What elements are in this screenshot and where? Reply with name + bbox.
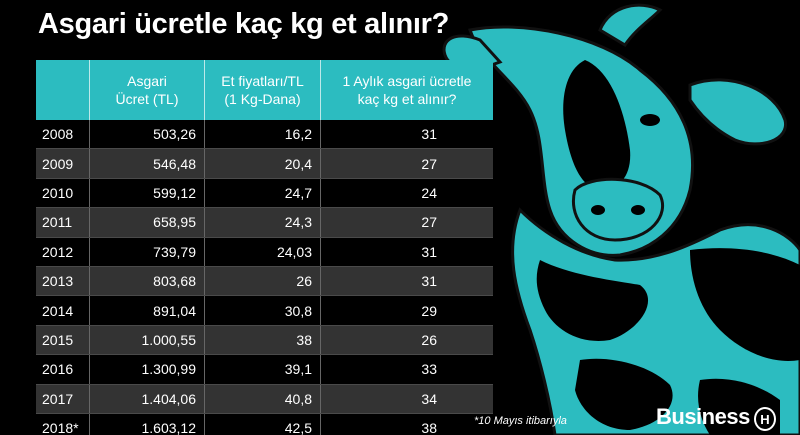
table-row: 2013 803,68 26 31 [36, 266, 493, 297]
cell-min-wage: 658,95 [90, 208, 205, 237]
cell-min-wage: 739,79 [90, 237, 205, 266]
brand-logo-text: Business [656, 404, 750, 429]
header-kg-meat-label: 1 Aylık asgari ücretle kaç kg et alınır? [342, 73, 472, 107]
cell-year: 2012 [36, 237, 90, 266]
cell-min-wage: 599,12 [90, 178, 205, 208]
cell-min-wage: 803,68 [90, 266, 205, 296]
cell-meat-price: 16,2 [205, 120, 321, 149]
header-min-wage-label: Asgari Ücret (TL) [115, 73, 179, 107]
table-row: 2009 546,48 20,4 27 [36, 149, 493, 179]
cell-year: 2017 [36, 384, 90, 413]
cell-year: 2018* [36, 413, 90, 435]
cell-meat-price: 26 [205, 266, 321, 296]
cell-kg-meat: 31 [421, 126, 437, 143]
cell-kg-meat: 26 [421, 331, 437, 348]
cell-min-wage: 1.603,12 [90, 413, 205, 435]
table-row: 2016 1.300,99 39,1 33 [36, 355, 493, 385]
cow-body-patch [536, 260, 649, 341]
cow-face-patch [563, 60, 631, 190]
data-table: Asgari Ücret (TL) Et fiyatları/TL (1 Kg-Da… [36, 60, 493, 435]
cell-kg-meat: 27 [421, 214, 437, 231]
cell-meat-price: 24,7 [205, 178, 321, 208]
cell-meat-price: 24,03 [205, 237, 321, 266]
cow-body-patch [575, 358, 673, 430]
cow-nostril-right [631, 205, 645, 215]
cell-meat-price: 24,3 [205, 208, 321, 237]
table-row: 2017 1.404,06 40,8 34 [36, 384, 493, 414]
cell-meat-price: 40,8 [205, 384, 321, 413]
cell-year: 2010 [36, 178, 90, 208]
cell-kg-meat: 34 [421, 390, 437, 407]
cow-nostril-left [591, 205, 605, 215]
header-meat-price-label: Et fiyatları/TL (1 Kg-Dana) [221, 73, 304, 107]
table-row: 2011 658,95 24,3 27 [36, 208, 493, 238]
cow-eye [640, 114, 660, 126]
cell-min-wage: 503,26 [90, 120, 205, 149]
cell-meat-price: 30,8 [205, 296, 321, 325]
cell-year: 2008 [36, 120, 90, 149]
cell-year: 2015 [36, 325, 90, 355]
table-row: 2012 739,79 24,03 31 [36, 237, 493, 267]
cell-kg-meat: 29 [421, 302, 437, 319]
cell-kg-meat: 38 [421, 420, 437, 435]
cow-muzzle [572, 177, 665, 242]
footnote: *10 Mayıs itibarıyla [474, 415, 567, 427]
cow-ear-right [688, 78, 787, 146]
cell-meat-price: 39,1 [205, 355, 321, 384]
cell-year: 2016 [36, 355, 90, 384]
table-header: Asgari Ücret (TL) Et fiyatları/TL (1 Kg-Da… [36, 60, 493, 120]
cell-min-wage: 546,48 [90, 149, 205, 178]
table-row: 2010 599,12 24,7 24 [36, 178, 493, 209]
cell-min-wage: 1.000,55 [90, 325, 205, 355]
table-row: 2015 1.000,55 38 26 [36, 325, 493, 356]
cell-year: 2013 [36, 266, 90, 296]
cell-kg-meat: 31 [421, 273, 437, 290]
cell-kg-meat: 27 [421, 155, 437, 172]
brand-logo-icon: H [754, 407, 776, 431]
cell-kg-meat: 33 [421, 361, 437, 378]
cow-horn [598, 3, 663, 48]
cow-body-patch [690, 248, 800, 361]
cell-min-wage: 891,04 [90, 296, 205, 325]
table-row: 2014 891,04 30,8 29 [36, 296, 493, 326]
cell-min-wage: 1.404,06 [90, 384, 205, 413]
header-min-wage: Asgari Ücret (TL) [90, 60, 205, 120]
cell-meat-price: 42,5 [205, 413, 321, 435]
cell-kg-meat: 31 [421, 243, 437, 260]
cell-min-wage: 1.300,99 [90, 355, 205, 384]
table-row: 2018* 1.603,12 42,5 38 [36, 413, 493, 435]
header-kg-meat: 1 Aylık asgari ücretle kaç kg et alınır? [321, 60, 493, 120]
table-body: 2008 503,26 16,2 31 2009 546,48 20,4 27 2010 599,… [36, 120, 493, 435]
header-year [36, 60, 90, 120]
table-row: 2008 503,26 16,2 31 [36, 120, 493, 150]
cell-year: 2009 [36, 149, 90, 178]
cell-meat-price: 38 [205, 325, 321, 355]
cell-meat-price: 20,4 [205, 149, 321, 178]
page-title: Asgari ücretle kaç kg et alınır? [38, 8, 450, 40]
cell-kg-meat: 24 [421, 184, 437, 201]
cell-year: 2014 [36, 296, 90, 325]
cell-year: 2011 [36, 208, 90, 237]
header-meat-price: Et fiyatları/TL (1 Kg-Dana) [205, 60, 321, 120]
